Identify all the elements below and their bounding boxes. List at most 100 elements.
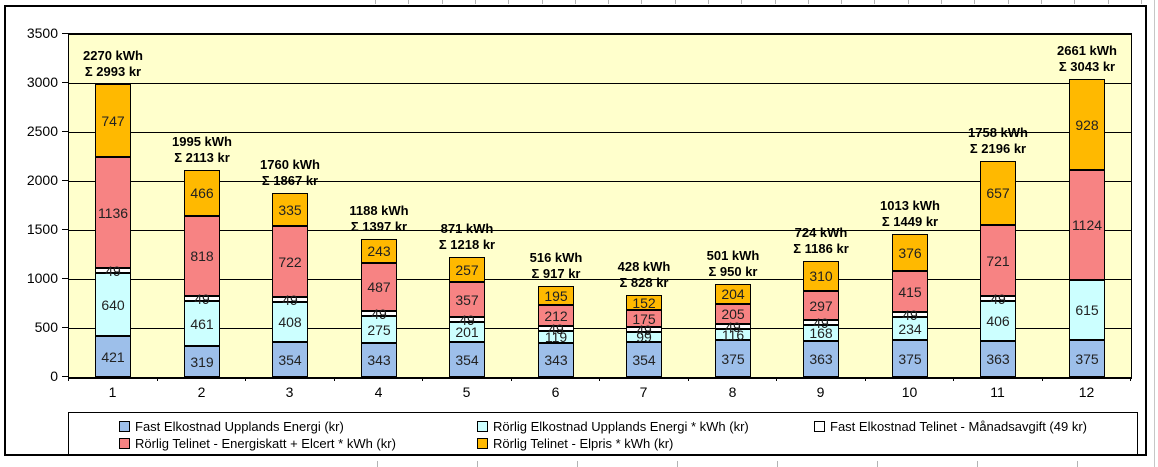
- y-axis-label: 500: [34, 319, 58, 335]
- bar-annotation-total: Σ 2993 kr: [84, 64, 142, 79]
- legend-item[interactable]: Rörlig Telinet - Elpris * kWh (kr): [477, 436, 673, 451]
- bar-segment[interactable]: 747: [95, 84, 131, 157]
- bar-segment[interactable]: 49: [95, 264, 131, 278]
- x-axis-tick: [511, 377, 512, 381]
- segment-value-label: 49: [371, 305, 387, 322]
- bar-segment[interactable]: 354: [449, 342, 485, 377]
- bar-segment[interactable]: 375: [715, 340, 751, 377]
- segment-value-label: 406: [986, 313, 1010, 329]
- legend-item[interactable]: Rörlig Telinet - Energiskatt + Elcert * …: [119, 436, 396, 451]
- bar-segment[interactable]: 49: [715, 320, 751, 334]
- segment-value-label: 928: [1075, 116, 1099, 133]
- bar-segment[interactable]: 49: [892, 308, 928, 322]
- x-axis-label: 2: [197, 384, 206, 400]
- bar-segment[interactable]: 49: [449, 313, 485, 327]
- bar-annotation: 1760 kWh Σ 1867 kr: [220, 157, 360, 189]
- chart-legend[interactable]: Fast Elkostnad Upplands Energi (kr) Rörli…: [68, 412, 1138, 455]
- bar-annotation-total: Σ 828 kr: [619, 275, 669, 290]
- y-axis-tick: [62, 278, 68, 279]
- bar-segment[interactable]: 335: [272, 193, 308, 226]
- bar-segment[interactable]: 408: [272, 302, 308, 342]
- segment-value-label: 343: [544, 352, 568, 368]
- bar-segment[interactable]: 487: [361, 263, 397, 311]
- bar-segment[interactable]: 615: [1069, 280, 1105, 340]
- bar-segment[interactable]: 310: [803, 261, 839, 291]
- spreadsheet-gridline-tick: [675, 0, 676, 4]
- bar-segment[interactable]: 466: [184, 170, 220, 216]
- bar-segment[interactable]: 195: [538, 286, 574, 305]
- bar-annotation: 501 kWh Σ 950 kr: [663, 248, 803, 280]
- bar-segment[interactable]: 461: [184, 301, 220, 346]
- segment-value-label: 49: [813, 314, 829, 331]
- bar-segment[interactable]: 354: [272, 342, 308, 377]
- bar-segment[interactable]: 722: [272, 226, 308, 297]
- legend-item[interactable]: Fast Elkostnad Upplands Energi (kr): [119, 419, 344, 434]
- bar-segment[interactable]: 201: [449, 322, 485, 342]
- bar-segment[interactable]: 1136: [95, 157, 131, 268]
- bar-segment[interactable]: 99: [626, 330, 662, 344]
- bar-segment[interactable]: 818: [184, 216, 220, 296]
- spreadsheet-gridline-tick: [775, 0, 776, 4]
- bar-segment[interactable]: 363: [980, 341, 1016, 377]
- bar-annotation-kwh: 2270 kWh: [83, 48, 143, 63]
- gridline: [69, 181, 1131, 182]
- bar-annotation-total: Σ 1186 kr: [793, 241, 849, 256]
- bar-segment[interactable]: 319: [184, 346, 220, 377]
- bar-segment[interactable]: 376: [892, 234, 928, 271]
- bar-segment[interactable]: 297: [803, 291, 839, 320]
- bar-segment[interactable]: 49: [272, 293, 308, 307]
- bar-segment[interactable]: 49: [626, 323, 662, 337]
- bar-annotation: 1758 kWh Σ 2196 kr: [928, 125, 1068, 157]
- y-axis-tick: [62, 229, 68, 230]
- spreadsheet-gridline-tick: [977, 461, 978, 467]
- bar-segment[interactable]: 406: [980, 301, 1016, 341]
- bar-segment[interactable]: 343: [361, 343, 397, 377]
- segment-value-label: 461: [190, 315, 214, 332]
- bar-segment[interactable]: 168: [803, 325, 839, 341]
- bar-annotation: 1013 kWh Σ 1449 kr: [840, 198, 980, 230]
- segment-value-label: 116: [721, 326, 745, 343]
- bar-segment[interactable]: 49: [538, 322, 574, 336]
- bar-segment[interactable]: 928: [1069, 79, 1105, 170]
- spreadsheet-gridline-tick: [575, 0, 576, 4]
- bar-segment[interactable]: 175: [626, 310, 662, 327]
- bar-segment[interactable]: 415: [892, 271, 928, 312]
- bar-segment[interactable]: 234: [892, 317, 928, 340]
- bar-segment[interactable]: 375: [892, 340, 928, 377]
- bar-segment[interactable]: 243: [361, 239, 397, 263]
- spreadsheet-gridline-tick: [1077, 461, 1078, 467]
- spreadsheet-gridline-tick: [641, 0, 642, 4]
- bar-segment[interactable]: 421: [95, 336, 131, 377]
- bar-segment[interactable]: 257: [449, 257, 485, 282]
- y-axis-tick: [62, 131, 68, 132]
- bar-segment[interactable]: 343: [538, 343, 574, 377]
- bar-segment[interactable]: 119: [538, 330, 574, 344]
- segment-value-label: 747: [101, 112, 125, 129]
- bar-segment[interactable]: 721: [980, 225, 1016, 296]
- bar-annotation-kwh: 1760 kWh: [260, 157, 320, 172]
- bar-segment[interactable]: 354: [626, 342, 662, 377]
- bar-segment[interactable]: 49: [803, 316, 839, 330]
- bar-segment[interactable]: 49: [361, 307, 397, 321]
- bar-segment[interactable]: 49: [184, 292, 220, 306]
- bar-segment[interactable]: 1124: [1069, 170, 1105, 280]
- bar-segment[interactable]: 204: [715, 284, 751, 304]
- bar-segment[interactable]: 640: [95, 273, 131, 336]
- bar-segment[interactable]: 205: [715, 304, 751, 324]
- legend-item[interactable]: Fast Elkostnad Telinet - Månadsavgift (4…: [814, 419, 1087, 434]
- bar-segment[interactable]: 375: [1069, 340, 1105, 377]
- bar-segment[interactable]: 49: [980, 292, 1016, 306]
- legend-item[interactable]: Rörlig Elkostnad Upplands Energi * kWh (…: [477, 419, 749, 434]
- bar-segment[interactable]: 357: [449, 282, 485, 317]
- bar-segment[interactable]: 275: [361, 316, 397, 343]
- bar-segment[interactable]: 212: [538, 305, 574, 326]
- bar-segment[interactable]: 657: [980, 161, 1016, 225]
- x-axis-tick: [688, 377, 689, 381]
- bar-segment[interactable]: 116: [715, 326, 751, 343]
- segment-value-label: 408: [278, 314, 302, 330]
- bar-segment[interactable]: 363: [803, 341, 839, 377]
- spreadsheet-gridline-tick: [874, 0, 875, 4]
- bar-segment[interactable]: 152: [626, 295, 662, 310]
- bar-annotation-total: Σ 2113 kr: [174, 150, 230, 165]
- y-axis-label: 3500: [26, 25, 58, 41]
